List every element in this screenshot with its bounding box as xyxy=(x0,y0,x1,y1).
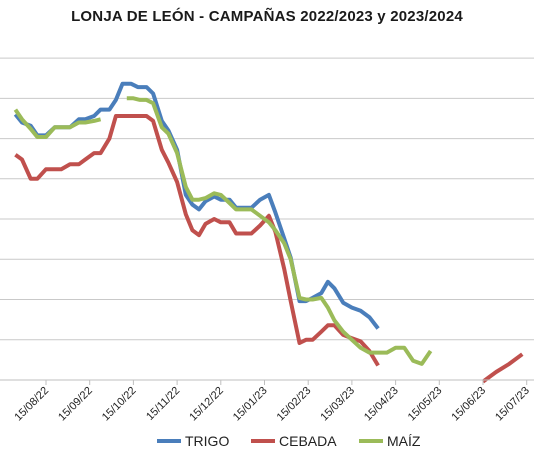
series-line-trigo xyxy=(13,81,380,330)
x-tick-label: 15/10/22 xyxy=(100,385,139,424)
x-tick-label: 15/02/23 xyxy=(275,385,314,424)
series-line-cebada xyxy=(14,114,524,384)
legend-label: TRIGO xyxy=(185,433,229,449)
x-tick-label: 15/05/23 xyxy=(406,385,445,424)
x-tick-label: 15/09/22 xyxy=(56,385,95,424)
legend: TRIGO CEBADA MAÍZ xyxy=(157,433,421,449)
chart-title: LONJA DE LEÓN - CAMPAÑAS 2022/2023 y 202… xyxy=(71,8,463,25)
series-line-maíz xyxy=(13,96,433,366)
x-tick-label: 15/04/23 xyxy=(362,385,401,424)
x-tick-label: 15/07/23 xyxy=(493,385,532,424)
x-tick-label: 15/03/23 xyxy=(318,385,357,424)
series-lines xyxy=(13,81,524,384)
x-tick-label: 15/12/22 xyxy=(187,385,226,424)
x-tick-label: 15/06/23 xyxy=(449,385,488,424)
x-tick-label: 15/01/23 xyxy=(231,385,270,424)
x-tick-label: 15/08/22 xyxy=(12,385,51,424)
x-tick-label: 15/11/22 xyxy=(144,385,182,423)
legend-label: CEBADA xyxy=(279,433,337,449)
gridlines xyxy=(0,57,534,341)
legend-label: MAÍZ xyxy=(387,433,421,449)
x-axis: 15/08/22 15/09/22 15/10/22 15/11/22 15/12/22… xyxy=(0,379,534,424)
